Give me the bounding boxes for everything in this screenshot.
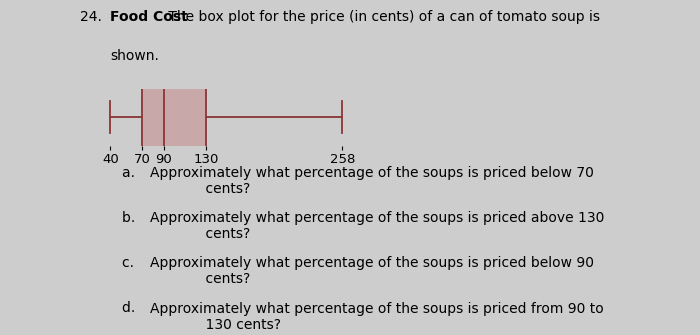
Text: Approximately what percentage of the soups is priced below 90
    cents?: Approximately what percentage of the sou…: [150, 256, 594, 286]
Text: Approximately what percentage of the soups is priced above 130
    cents?: Approximately what percentage of the sou…: [150, 211, 605, 241]
Text: The box plot for the price (in cents) of a can of tomato soup is: The box plot for the price (in cents) of…: [164, 10, 600, 24]
Text: Approximately what percentage of the soups is priced from 90 to
    130 cents?: Approximately what percentage of the sou…: [150, 302, 604, 332]
Text: a.: a.: [122, 166, 149, 180]
Text: Approximately what percentage of the soups is priced below 70
    cents?: Approximately what percentage of the sou…: [150, 166, 594, 196]
Text: Food Cost: Food Cost: [110, 10, 188, 24]
Bar: [142, 86, 206, 149]
Text: shown.: shown.: [110, 49, 159, 63]
Text: 24.: 24.: [80, 10, 111, 24]
Text: d.: d.: [122, 302, 150, 316]
Text: c.: c.: [122, 256, 148, 270]
Text: b.: b.: [122, 211, 150, 225]
